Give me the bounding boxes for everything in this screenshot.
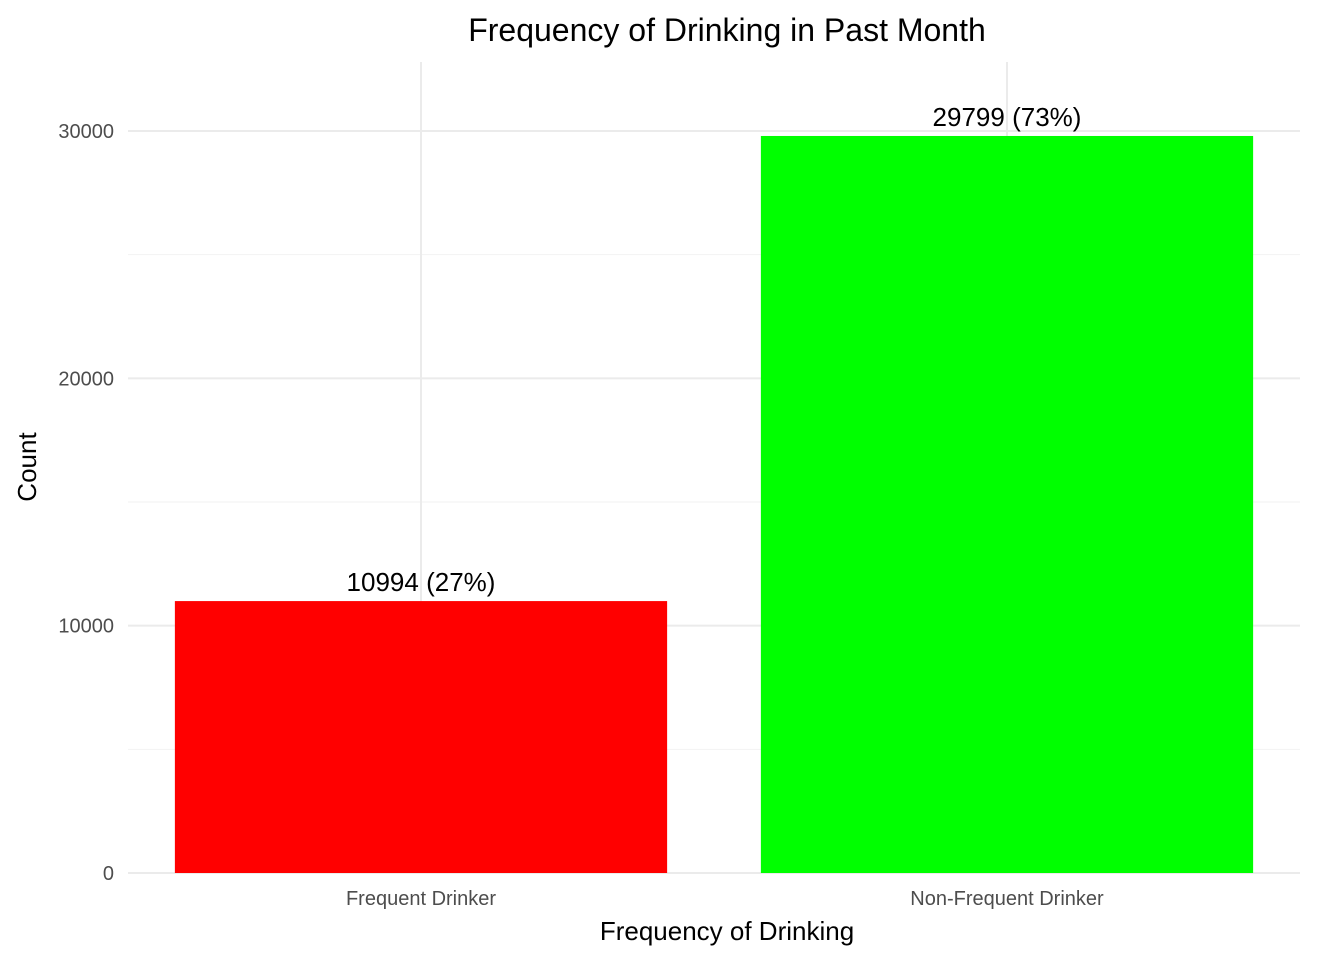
bar [174,601,668,873]
y-tick-label: 10000 [58,616,114,638]
y-tick-label: 30000 [58,121,114,143]
y-axis-ticks: 0 10000 20000 30000 [58,121,114,885]
x-tick-label: Non-Frequent Drinker [910,888,1104,910]
x-tick-label: Frequent Drinker [346,888,496,910]
x-axis-ticks: Frequent Drinker Non-Frequent Drinker [346,888,1104,910]
data-label: 29799 (73%) [933,102,1082,132]
y-tick-label: 20000 [58,368,114,390]
bar [760,135,1254,873]
y-axis-title: Count [12,432,42,502]
data-label: 10994 (27%) [347,567,496,597]
chart-title: Frequency of Drinking in Past Month [468,12,986,48]
y-tick-label: 0 [103,863,114,885]
data-labels: 10994 (27%) 29799 (73%) [347,102,1082,597]
bars [174,135,1254,873]
x-axis-title: Frequency of Drinking [600,916,854,946]
